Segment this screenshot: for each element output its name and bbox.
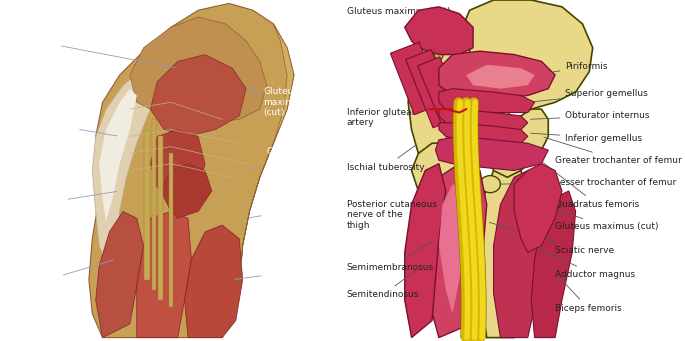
Polygon shape [145,130,150,280]
Text: Adductor magnus: Adductor magnus [534,247,635,279]
Polygon shape [480,109,521,177]
Polygon shape [89,3,294,338]
Polygon shape [137,211,191,338]
Polygon shape [412,143,460,198]
Text: Gluteus
maximus
(cut): Gluteus maximus (cut) [249,87,305,117]
Text: Inferior gemellus: Inferior gemellus [531,133,643,143]
Polygon shape [152,119,156,290]
Text: Posterior
cutaneous
nerve of the
thigh: Posterior cutaneous nerve of the thigh [7,184,117,225]
Polygon shape [390,42,443,115]
Ellipse shape [434,49,443,60]
Ellipse shape [425,90,433,101]
Polygon shape [436,136,548,170]
Polygon shape [514,109,548,170]
Text: Quadratus
femoris: Quadratus femoris [249,147,314,170]
Text: Inferior gluteal
artery: Inferior gluteal artery [347,108,426,127]
Polygon shape [439,123,527,143]
Polygon shape [418,57,471,141]
Polygon shape [151,130,205,198]
Text: Greater trochanter of femur: Greater trochanter of femur [544,137,682,165]
Text: Quadratus femoris: Quadratus femoris [534,155,639,209]
Text: Piriformis: Piriformis [537,62,608,75]
Polygon shape [406,49,458,128]
Text: Gluteus maximus (cut): Gluteus maximus (cut) [544,206,658,231]
Ellipse shape [434,90,443,101]
Text: Piriformis: Piriformis [14,36,175,68]
Ellipse shape [425,70,433,80]
Polygon shape [425,164,487,338]
Polygon shape [531,191,575,338]
Text: Ischial tuberosity: Ischial tuberosity [347,145,424,172]
Polygon shape [99,89,137,222]
Polygon shape [439,184,466,314]
Polygon shape [130,17,266,123]
Polygon shape [96,211,144,338]
Text: Gluteus maximus (cut): Gluteus maximus (cut) [347,8,450,20]
Polygon shape [456,0,593,109]
Ellipse shape [425,49,433,60]
Text: Adductor
magnus: Adductor magnus [249,202,308,221]
Polygon shape [158,136,163,300]
Text: Biceps
femoris: Biceps femoris [235,263,301,282]
Text: Semimembranosus: Semimembranosus [347,240,434,272]
Polygon shape [439,89,534,113]
Text: Biceps femoris: Biceps femoris [555,275,622,313]
Polygon shape [92,68,158,273]
Polygon shape [408,34,470,160]
Polygon shape [151,55,246,136]
Polygon shape [439,51,555,99]
Polygon shape [405,7,473,55]
Polygon shape [466,65,534,89]
Polygon shape [161,164,212,218]
Text: Posterior cutaneous
nerve of the
thigh: Posterior cutaneous nerve of the thigh [347,195,450,230]
Polygon shape [184,225,242,338]
Text: Sciatic nerve: Sciatic nerve [489,222,614,255]
Polygon shape [169,153,173,307]
Polygon shape [480,164,527,338]
Ellipse shape [434,70,443,80]
Ellipse shape [477,102,511,143]
Polygon shape [405,164,446,338]
Text: Lesser trochanter of femur: Lesser trochanter of femur [500,178,676,187]
Polygon shape [494,170,548,338]
Polygon shape [439,109,527,130]
Text: Superior gemellus: Superior gemellus [530,89,648,102]
Ellipse shape [480,176,501,193]
Text: Obturator internus: Obturator internus [531,112,650,120]
Text: Infrapiriform
foramen with
sciatic and
inferior gluteal
nerve: Infrapiriform foramen with sciatic and i… [7,98,117,148]
Text: Sciatic nerve: Sciatic nerve [7,260,114,287]
Polygon shape [239,24,294,286]
Polygon shape [514,164,562,252]
Text: Semitendinosus: Semitendinosus [347,268,420,299]
